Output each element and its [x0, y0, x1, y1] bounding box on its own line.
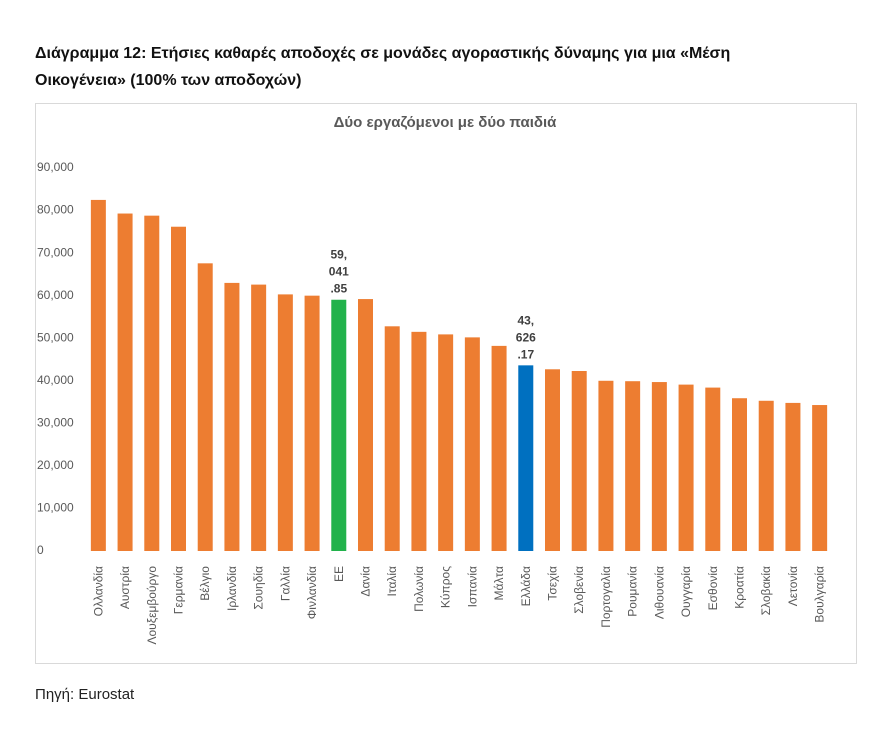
- x-tick-label: ΕΕ: [332, 566, 346, 582]
- y-tick-label: 80,000: [37, 203, 74, 217]
- y-tick-label: 70,000: [37, 245, 74, 259]
- bar: [678, 384, 694, 551]
- y-tick-label: 60,000: [37, 288, 74, 302]
- bar: [651, 382, 667, 551]
- x-tick-label: Λουξεμβούργο: [145, 566, 159, 645]
- chart-title: Δύο εργαζόμενοι με δύο παιδιά: [334, 114, 558, 131]
- chart: Δύο εργαζόμενοι με δύο παιδιά 0 10,000 20,…: [35, 103, 857, 664]
- bar: [171, 226, 186, 551]
- bar: [224, 282, 240, 551]
- bar: [251, 284, 267, 551]
- bar: [144, 215, 160, 551]
- x-tick-label: Λετονία: [786, 566, 800, 606]
- bar: [625, 381, 641, 551]
- x-tick-label: Κροατία: [733, 566, 747, 609]
- data-label: 43, 626.17: [516, 314, 536, 362]
- y-tick-label: 90,000: [37, 160, 74, 174]
- bar: [331, 299, 347, 551]
- x-tick-label: Ιρλανδία: [225, 566, 239, 611]
- bar: [545, 369, 560, 551]
- y-tick-label: 50,000: [37, 330, 74, 344]
- bar: [384, 326, 400, 551]
- bar: [90, 199, 106, 551]
- x-tick-label: Δανία: [359, 566, 373, 597]
- bar: [518, 365, 534, 551]
- x-tick-label: Πολωνία: [412, 566, 426, 612]
- x-tick-label: Γαλλία: [278, 566, 292, 601]
- bar: [117, 213, 133, 552]
- y-tick-label: 10,000: [37, 501, 74, 515]
- bar: [758, 400, 774, 551]
- x-tick-label: Πορτογαλία: [599, 566, 613, 628]
- x-tick-label: Αυστρία: [118, 566, 132, 609]
- x-tick-label: Τσεχία: [546, 566, 560, 601]
- x-tick-label: Ιταλία: [385, 566, 399, 597]
- bar: [438, 334, 454, 551]
- bar: [197, 263, 213, 551]
- x-tick-label: Ολλανδία: [91, 566, 105, 616]
- x-tick-label: Σλοβακία: [759, 566, 773, 615]
- bar: [277, 294, 293, 551]
- bar: [812, 405, 828, 551]
- x-tick-label: Βουλγαρία: [813, 566, 827, 623]
- bar: [304, 295, 320, 551]
- bar: [705, 387, 721, 551]
- y-tick-label: 40,000: [37, 373, 74, 387]
- x-tick-label: Ουγγαρία: [679, 566, 693, 617]
- x-tick-label: Ρουμανία: [626, 566, 640, 617]
- bar: [598, 380, 614, 551]
- x-tick-label: Φινλανδία: [305, 566, 319, 619]
- y-tick-label: 30,000: [37, 416, 74, 430]
- bar: [464, 337, 480, 551]
- y-tick-label: 0: [37, 543, 44, 557]
- y-tick-label: 20,000: [37, 458, 74, 472]
- x-tick-label: Σουηδία: [252, 566, 266, 610]
- document-title: Διάγραμμα 12: Ετήσιες καθαρές αποδοχές σ…: [35, 45, 731, 89]
- x-tick-label: Κύπρος: [439, 566, 453, 608]
- chart-frame: [35, 103, 857, 664]
- bar: [411, 331, 427, 551]
- x-tick-label: Μάλτα: [492, 566, 506, 601]
- bar: [571, 370, 587, 551]
- bar: [785, 402, 801, 551]
- x-tick-label: Λιθουανία: [652, 566, 666, 619]
- x-tick-label: Εσθονία: [706, 566, 720, 610]
- x-tick-label: Ελλάδα: [519, 566, 533, 606]
- bar: [358, 299, 373, 551]
- x-tick-label: Ισπανία: [465, 566, 479, 607]
- bar: [491, 345, 507, 551]
- bar: [732, 398, 747, 551]
- data-label: 59, 041.85: [329, 248, 349, 296]
- x-tick-label: Γερμανία: [172, 566, 186, 614]
- source-note: Πηγή: Eurostat: [35, 686, 135, 703]
- x-tick-label: Βέλγιο: [198, 566, 212, 601]
- x-tick-label: Σλοβενία: [572, 566, 586, 614]
